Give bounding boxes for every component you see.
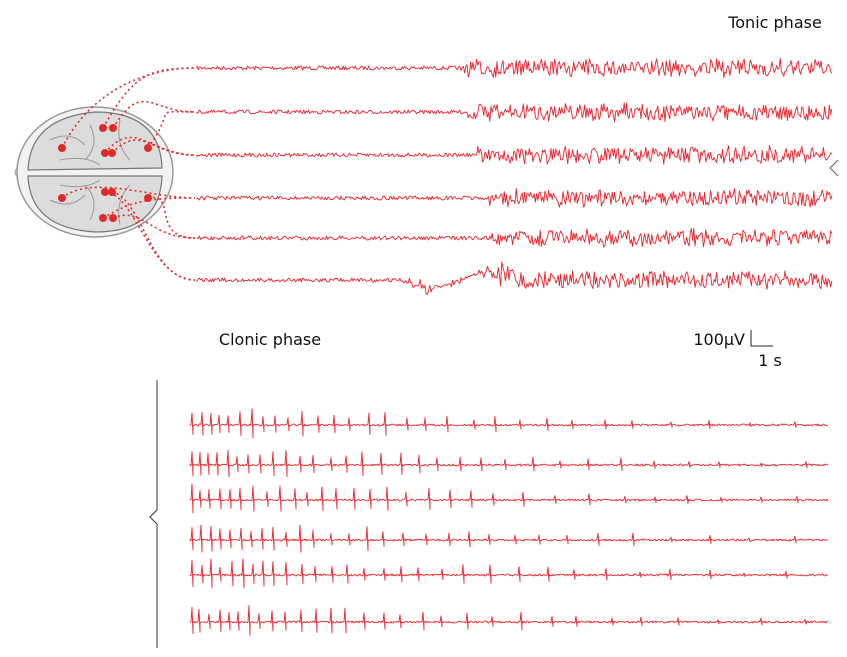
- tonic-trace: [197, 188, 832, 207]
- bracket-tick: [830, 160, 838, 176]
- head-diagram: [15, 107, 173, 237]
- clonic-trace: [190, 559, 828, 588]
- electrode: [99, 124, 107, 132]
- clonic-trace: [190, 409, 828, 438]
- clonic-label: Clonic phase: [219, 330, 321, 349]
- tonic-trace: [197, 59, 832, 78]
- clonic-trace: [190, 525, 828, 552]
- bracket: [150, 380, 157, 648]
- scale-bar: [751, 330, 773, 346]
- tonic-trace: [197, 228, 832, 247]
- scale-amplitude: 100μV: [693, 330, 745, 349]
- tonic-trace: [197, 145, 832, 164]
- tonic-trace: [197, 103, 832, 122]
- tonic-trace: [197, 262, 832, 295]
- eeg-figure: Tonic phase Clonic phase 100μV 1 s: [0, 0, 847, 653]
- clonic-trace: [190, 450, 828, 476]
- tonic-label: Tonic phase: [727, 13, 822, 32]
- page: Tonic phase Clonic phase 100μV 1 s (() =…: [0, 0, 847, 653]
- clonic-trace: [190, 484, 828, 513]
- clonic-trace: [190, 606, 828, 636]
- scale-time: 1 s: [758, 351, 782, 370]
